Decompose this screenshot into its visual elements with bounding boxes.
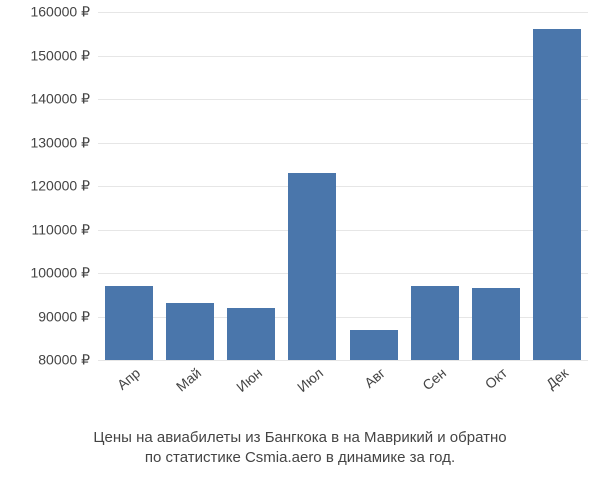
y-tick-label: 100000 ₽: [30, 265, 98, 282]
y-tick-label: 120000 ₽: [30, 178, 98, 195]
y-tick-label: 150000 ₽: [30, 47, 98, 64]
y-tick-label: 160000 ₽: [30, 4, 98, 21]
gridline: [98, 143, 588, 144]
gridline: [98, 230, 588, 231]
gridline: [98, 360, 588, 361]
bar: [227, 308, 275, 360]
bar: [166, 303, 214, 360]
bar: [472, 288, 520, 360]
chart-caption: Цены на авиабилеты из Бангкока в на Мавр…: [0, 428, 600, 469]
x-tick-label: Июл: [291, 360, 327, 395]
x-tick-label: Окт: [478, 360, 510, 392]
y-tick-label: 130000 ₽: [30, 134, 98, 151]
caption-line-1: Цены на авиабилеты из Бангкока в на Мавр…: [93, 429, 506, 446]
gridline: [98, 99, 588, 100]
x-tick-label: Авг: [357, 360, 388, 391]
x-tick-label: Май: [169, 360, 204, 394]
y-tick-label: 90000 ₽: [38, 308, 98, 325]
price-chart: 80000 ₽ 90000 ₽ 100000 ₽ 110000 ₽ 120000 ₽ 13…: [0, 0, 600, 500]
gridline: [98, 56, 588, 57]
plot-area: 80000 ₽90000 ₽100000 ₽110000 ₽120000 ₽13…: [98, 12, 588, 360]
bar: [105, 286, 153, 360]
y-tick-label: 80000 ₽: [38, 352, 98, 369]
bar: [411, 286, 459, 360]
gridline: [98, 273, 588, 274]
gridline: [98, 12, 588, 13]
bar: [288, 173, 336, 360]
y-tick-label: 110000 ₽: [32, 221, 98, 238]
bar: [533, 29, 581, 360]
caption-line-2: по статистике Csmia.aero в динамике за г…: [145, 449, 455, 466]
x-tick-label: Июн: [229, 360, 265, 395]
x-tick-label: Сен: [415, 360, 449, 393]
x-tick-label: Апр: [110, 360, 143, 393]
x-tick-label: Дек: [539, 360, 571, 392]
bar: [350, 330, 398, 360]
gridline: [98, 186, 588, 187]
y-tick-label: 140000 ₽: [30, 91, 98, 108]
